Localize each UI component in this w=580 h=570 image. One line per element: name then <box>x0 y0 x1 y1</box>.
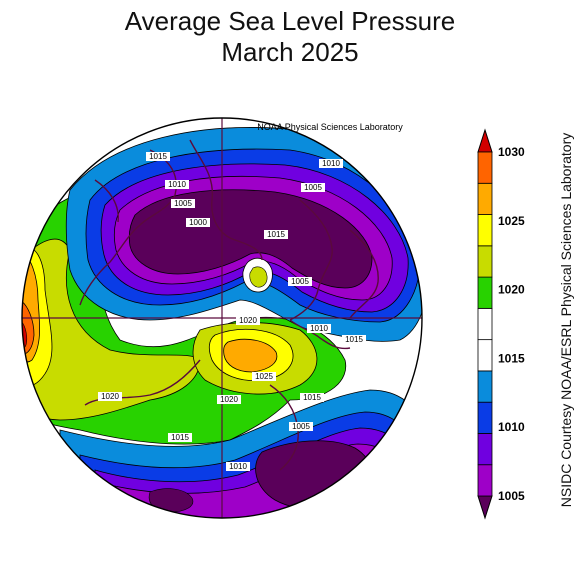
coast-greenland <box>289 199 333 321</box>
contour-label-bg <box>289 422 313 431</box>
contour-label: 1015 <box>171 433 189 442</box>
map-border <box>21 117 423 519</box>
contour-label: 1005 <box>292 422 310 431</box>
contour-label-bg <box>288 277 312 286</box>
contour-label-bg <box>217 395 241 404</box>
contour-label: 1015 <box>345 335 363 344</box>
contour-label-bg <box>171 199 195 208</box>
contour-label: 1010 <box>310 324 328 333</box>
colorbar-band <box>477 182 493 215</box>
title-line-2: March 2025 <box>221 37 359 67</box>
colorbar-arrow-high <box>477 128 493 153</box>
contour-label-bg <box>307 324 331 333</box>
contour-label: 1020 <box>220 395 238 404</box>
contour-label: 1010 <box>229 462 247 471</box>
colorbar-tick-label: 1025 <box>498 214 525 228</box>
coast-svalbard <box>289 319 351 350</box>
colorbar-band <box>477 214 493 247</box>
contour-label: 1015 <box>303 393 321 402</box>
colorbar-band <box>477 307 493 341</box>
coast-alaska <box>79 149 177 306</box>
contour-label-bg <box>319 159 343 168</box>
colorbar: 1005 1010 1015 1020 1025 1030 <box>477 128 525 520</box>
contour-label: 1000 <box>189 218 207 227</box>
colorbar-band <box>477 339 493 372</box>
contour-label: 1025 <box>255 372 273 381</box>
map-fill <box>22 118 422 518</box>
contour-label: 1005 <box>291 277 309 286</box>
band-below-1005-south <box>255 440 373 510</box>
colorbar-band <box>477 464 493 497</box>
colorbar-arrow-low <box>477 495 493 520</box>
colorbar-tick-label: 1010 <box>498 420 525 434</box>
colorbar-band <box>477 433 493 466</box>
colorbar-tick-label: 1005 <box>498 489 525 503</box>
contour-label-bg <box>342 335 366 344</box>
colorbar-band <box>477 245 493 278</box>
colorbar-band <box>477 370 493 403</box>
contour-label: 1010 <box>322 159 340 168</box>
contour-label: 1020 <box>239 316 257 325</box>
contour-label: 1005 <box>304 183 322 192</box>
contour-label-bg <box>186 218 210 227</box>
contour-label-bg <box>300 393 324 402</box>
contour-label-bg <box>168 433 192 442</box>
contour-label-bg <box>226 462 250 471</box>
contour-labels: 1015 1010 1005 1000 1010 1005 1015 1005 1020 1010… <box>98 152 366 471</box>
coastlines <box>79 139 379 471</box>
coast-canada <box>189 139 263 261</box>
contour-label: 1015 <box>267 230 285 239</box>
island-high-core <box>249 266 268 288</box>
contour-label: 1005 <box>174 199 192 208</box>
colorbar-tick-label: 1015 <box>498 351 525 365</box>
contour-label-bg <box>252 372 276 381</box>
contour-label-bg <box>165 180 189 189</box>
contour-label-bg <box>301 183 325 192</box>
contour-label: 1015 <box>149 152 167 161</box>
contour-label-bg <box>264 230 288 239</box>
title-line-1: Average Sea Level Pressure <box>124 6 456 36</box>
colorbar-tick-label: 1030 <box>498 145 525 159</box>
contour-label: 1010 <box>168 180 186 189</box>
credit-text: NSIDC Courtesy NOAA/ESRL Physical Scienc… <box>558 132 574 508</box>
contour-label-bg <box>146 152 170 161</box>
contour-label-bg <box>236 316 260 325</box>
coast-scandinavia <box>349 229 379 319</box>
map-source-label: NOAA Physical Sciences Laboratory <box>257 122 403 132</box>
contour-label-bg <box>98 392 122 401</box>
colorbar-band <box>477 401 493 434</box>
coast-bering <box>94 179 119 223</box>
colorbar-band <box>477 276 493 309</box>
colorbar-tick-label: 1020 <box>498 283 525 297</box>
contour-label: 1020 <box>101 392 119 401</box>
colorbar-band <box>477 151 493 184</box>
